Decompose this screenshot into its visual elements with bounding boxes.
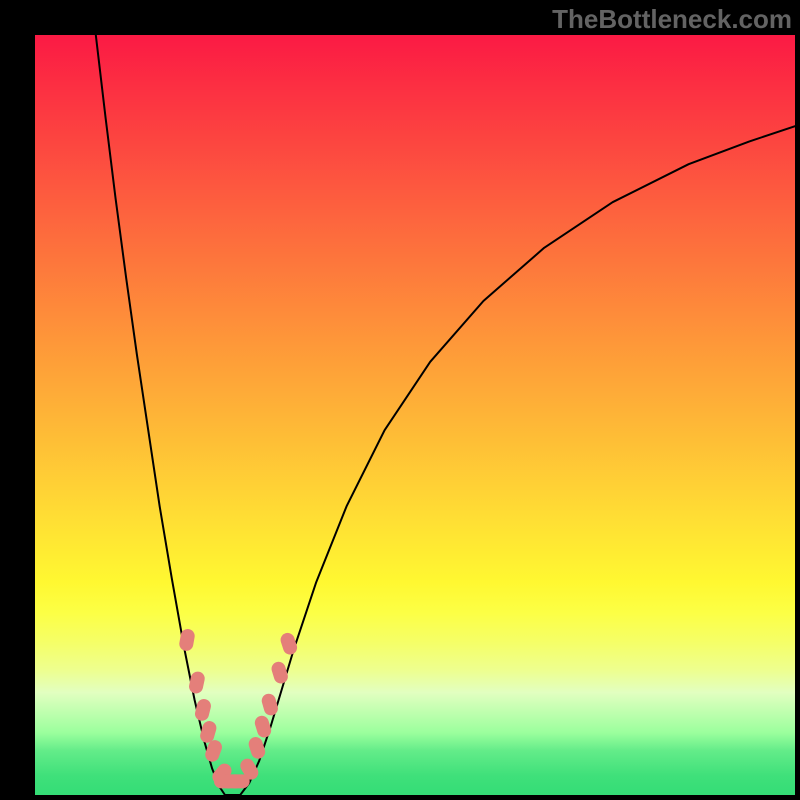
- data-marker: [247, 735, 267, 760]
- data-marker: [260, 692, 280, 717]
- stage: TheBottleneck.com: [0, 0, 800, 800]
- data-marker: [194, 698, 213, 723]
- data-marker: [279, 631, 299, 656]
- data-marker: [270, 660, 290, 685]
- plot-overlay: [35, 35, 795, 795]
- data-marker: [188, 670, 206, 694]
- watermark-text: TheBottleneck.com: [552, 4, 792, 35]
- data-marker: [253, 714, 273, 739]
- plot-area: [35, 35, 795, 795]
